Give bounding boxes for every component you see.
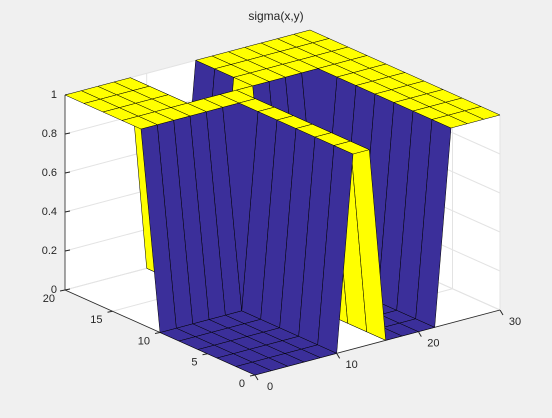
surface-face [235, 361, 272, 376]
z-tick [64, 171, 71, 174]
z-tick-label: 0.4 [42, 206, 57, 218]
x-tick [499, 309, 504, 316]
y-tick [154, 332, 161, 334]
z-tick [64, 249, 71, 252]
z-tick-label: 1 [51, 89, 57, 101]
surface-face [233, 72, 270, 87]
y-tick-label: 10 [138, 335, 150, 347]
x-tick [417, 331, 422, 337]
surface-face [431, 114, 468, 129]
x-tick-label: 10 [346, 359, 358, 371]
y-tick [202, 353, 208, 356]
surface-face [121, 115, 158, 130]
x-tick-label: 0 [267, 381, 273, 393]
surface-face [333, 140, 370, 155]
y-tick [59, 289, 66, 292]
y-tick-label: 5 [191, 357, 197, 369]
x-tick [336, 353, 341, 359]
y-tick [249, 374, 256, 377]
z-tick [64, 288, 71, 291]
z-tick-label: 0 [51, 284, 57, 296]
y-tick-label: 15 [90, 314, 102, 326]
x-tick-label: 20 [427, 338, 439, 350]
chart-title: sigma(x,y) [248, 9, 303, 23]
y-tick-label: 0 [239, 378, 245, 390]
x-tick [254, 374, 259, 381]
x-tick-label: 30 [509, 316, 521, 328]
z-tick-label: 0.6 [42, 167, 57, 179]
z-tick-label: 0.2 [42, 245, 57, 257]
y-tick-label: 20 [43, 293, 55, 305]
z-tick [64, 132, 71, 135]
z-tick [64, 210, 71, 213]
z-tick-label: 0.8 [42, 128, 57, 140]
y-tick [107, 310, 113, 313]
